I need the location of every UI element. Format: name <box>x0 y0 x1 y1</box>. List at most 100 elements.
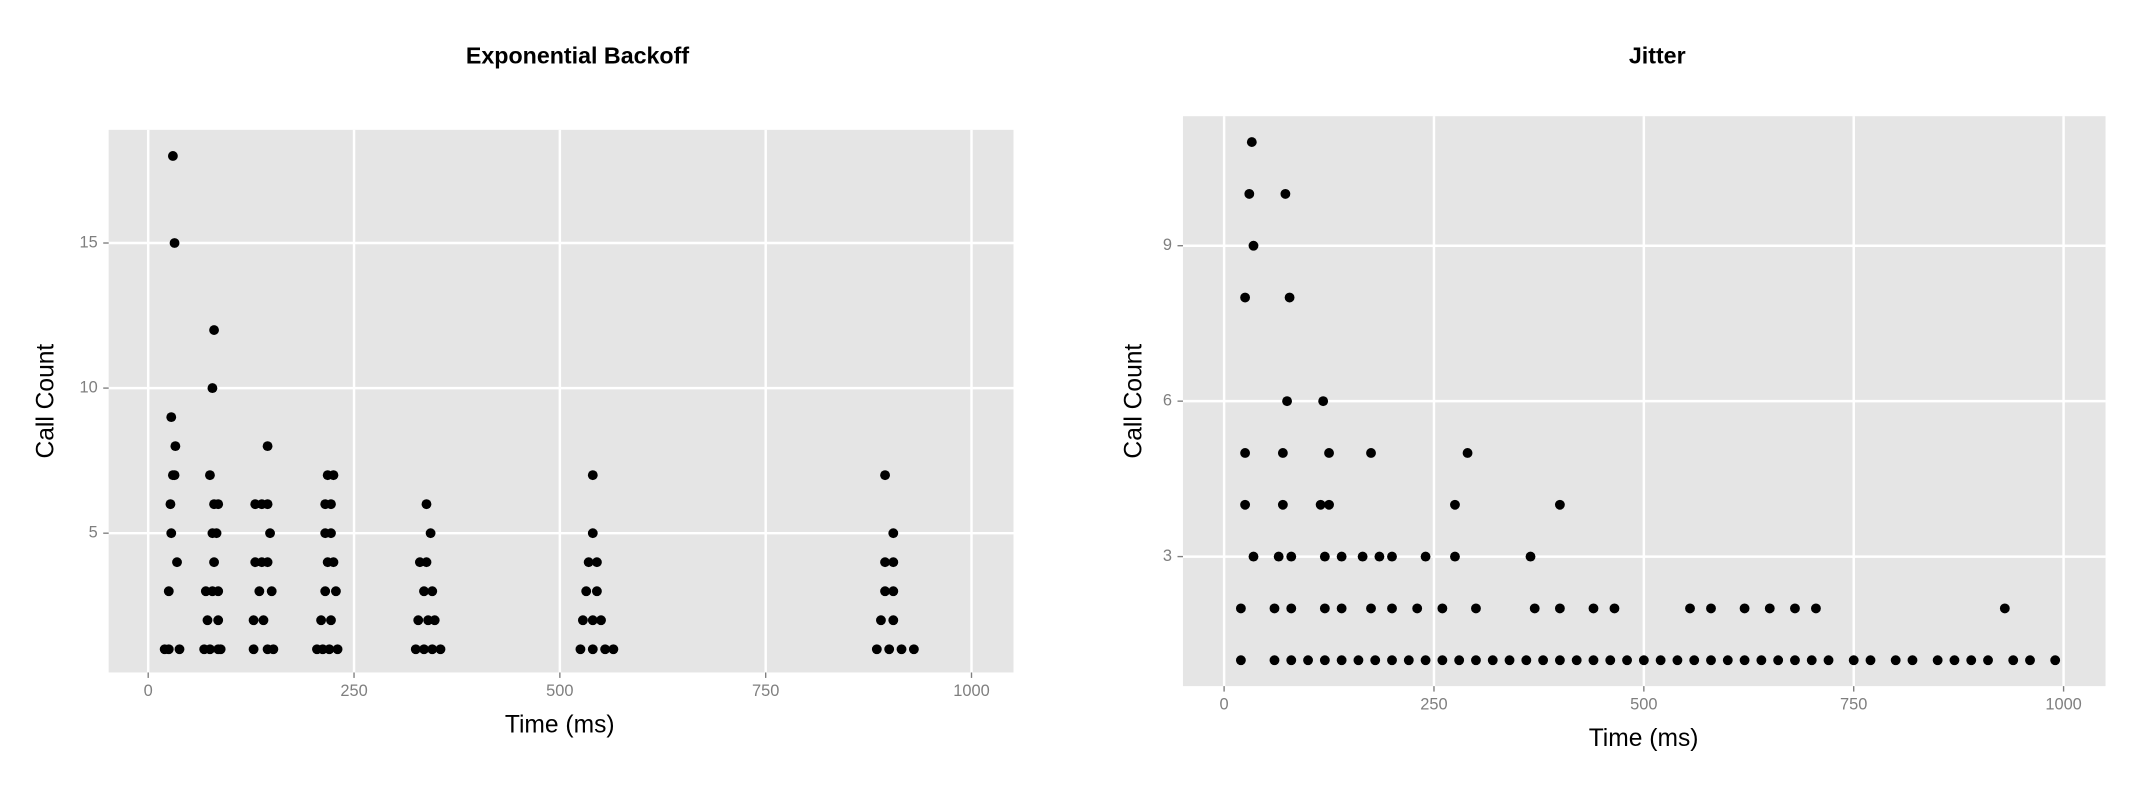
point <box>213 499 224 510</box>
point <box>248 615 259 626</box>
point <box>1319 655 1330 666</box>
point <box>215 644 226 655</box>
point <box>888 528 899 539</box>
point <box>1571 655 1582 666</box>
point <box>1246 137 1257 148</box>
point <box>207 383 218 394</box>
point <box>328 470 339 481</box>
point <box>1932 655 1943 666</box>
point <box>1240 292 1251 303</box>
point <box>1450 551 1460 562</box>
point <box>884 644 895 655</box>
point <box>166 412 177 423</box>
point <box>1790 603 1800 614</box>
point <box>871 644 882 655</box>
y-tick-label: 5 <box>89 524 98 542</box>
x-tick-label: 250 <box>1420 696 1447 714</box>
y-tick-label: 6 <box>1163 391 1172 409</box>
chart-title: Exponential Backoff <box>466 43 689 69</box>
point <box>1622 655 1632 666</box>
point <box>1366 603 1376 614</box>
point <box>888 557 899 568</box>
point <box>1739 655 1750 666</box>
point <box>425 528 436 539</box>
point <box>211 528 222 539</box>
point <box>1471 655 1481 666</box>
y-axis-label: Call Count <box>1121 344 1148 459</box>
point <box>1554 655 1565 666</box>
point <box>248 644 259 655</box>
point <box>1655 655 1666 666</box>
point <box>587 615 598 626</box>
point <box>587 528 598 539</box>
point <box>1773 655 1784 666</box>
point <box>209 325 219 335</box>
point <box>581 586 592 597</box>
point <box>410 644 421 655</box>
point <box>1244 188 1255 199</box>
point <box>1286 551 1297 562</box>
point <box>1521 655 1532 666</box>
point <box>1504 655 1515 666</box>
point <box>1235 603 1246 614</box>
point <box>1790 655 1800 666</box>
panel <box>108 129 1014 673</box>
point <box>167 151 178 161</box>
point <box>1420 551 1431 562</box>
point <box>600 644 611 655</box>
point <box>587 470 598 481</box>
point <box>1672 655 1683 666</box>
x-tick-label: 750 <box>1840 696 1867 714</box>
point <box>266 586 277 597</box>
y-tick-label: 15 <box>80 233 98 251</box>
point <box>1588 655 1599 666</box>
point <box>1907 655 1918 666</box>
point <box>596 615 606 626</box>
point <box>591 557 602 568</box>
point <box>165 499 176 510</box>
point <box>1609 603 1620 614</box>
point <box>1722 655 1733 666</box>
point <box>421 499 432 510</box>
point <box>1277 499 1288 510</box>
x-tick-label: 0 <box>144 682 153 700</box>
point <box>1387 603 1397 614</box>
point <box>1685 603 1695 614</box>
point <box>262 557 273 568</box>
point <box>888 586 899 597</box>
point <box>324 644 335 655</box>
point <box>419 586 429 597</box>
point <box>1706 603 1716 614</box>
point <box>1303 655 1313 666</box>
point <box>2025 655 2035 666</box>
point <box>1538 655 1549 666</box>
point <box>172 557 182 568</box>
point <box>908 644 919 655</box>
point <box>1525 551 1536 562</box>
point <box>1471 603 1481 614</box>
x-tick-label: 500 <box>546 682 573 700</box>
point <box>1764 603 1775 614</box>
point <box>1248 240 1259 251</box>
point <box>435 644 446 655</box>
point <box>876 615 886 626</box>
point <box>1336 551 1347 562</box>
point <box>1353 655 1364 666</box>
point <box>1848 655 1859 666</box>
point <box>2050 655 2061 666</box>
point <box>1235 655 1246 666</box>
point <box>413 615 424 626</box>
point <box>880 470 890 481</box>
point <box>1487 655 1498 666</box>
point <box>265 528 275 539</box>
point <box>1529 603 1540 614</box>
x-tick-label: 750 <box>752 682 779 700</box>
point <box>1412 603 1423 614</box>
point <box>888 615 899 626</box>
x-tick-label: 250 <box>340 682 367 700</box>
point <box>1387 655 1397 666</box>
point <box>213 586 224 597</box>
point <box>1315 499 1326 510</box>
point <box>169 470 180 481</box>
